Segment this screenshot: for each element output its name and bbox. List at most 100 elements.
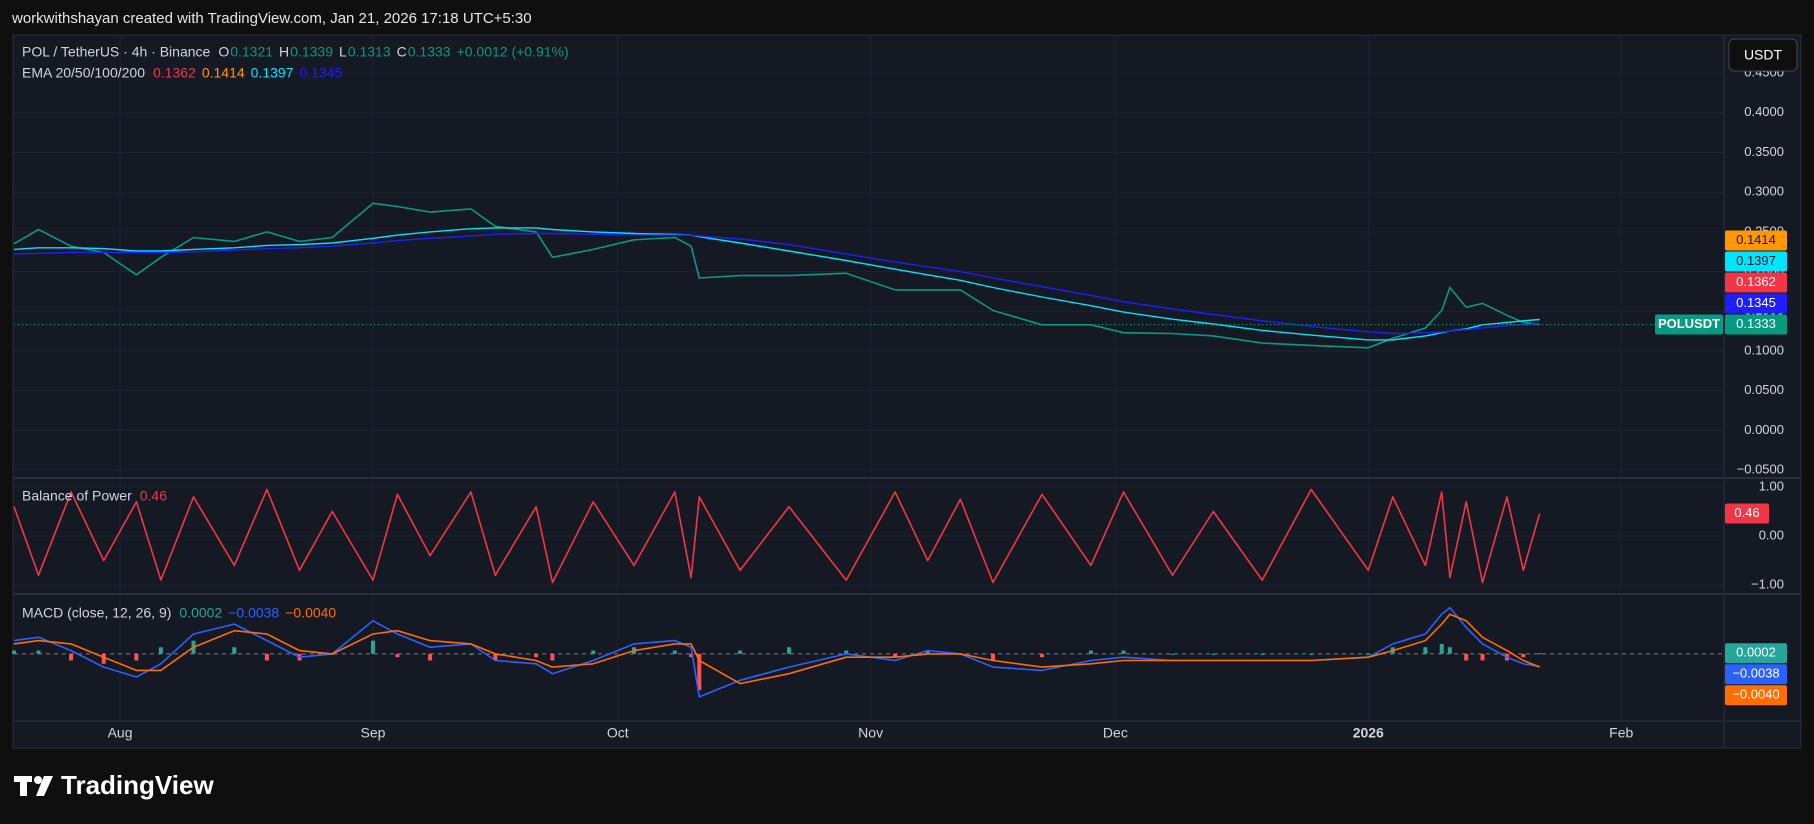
histogram-bar [689,653,694,658]
histogram-bar [1480,653,1485,661]
histogram-bar [468,653,473,655]
value-badge-label: 0.0002 [1736,645,1776,660]
histogram-bar [1039,653,1044,658]
histogram-bar [1121,650,1126,654]
pane-value: 0.0002 [179,605,222,621]
histogram-bar [844,650,849,654]
value-badge-label: 0.1397 [1736,253,1776,268]
histogram-bar [36,650,41,654]
x-tick-label: Aug [108,725,133,741]
value-badge [1725,293,1787,314]
ohlc-key: C [397,44,407,60]
histogram-bar [395,653,400,658]
histogram-bar [893,653,898,658]
pane-value: 0.46 [140,488,167,504]
currency-label[interactable]: USDT [1744,47,1783,63]
symbol-badge-label: POLUSDT [1658,316,1720,331]
histogram-bar [1423,647,1428,654]
value-badge-label: 0.1345 [1736,295,1776,310]
indicator-value: 0.1362 [153,65,196,81]
ohlc-key: H [279,44,289,60]
macd-line [13,613,1540,685]
symbol: POL / TetherUS · 4h · Binance [22,44,211,60]
pane-title: MACD (close, 12, 26, 9) [22,605,171,621]
macd-line [13,606,1540,698]
logo-shape [36,776,53,796]
value-badge [1725,664,1787,685]
value-badge-label: 0.1362 [1736,274,1776,289]
ohlc-key: O [218,44,229,60]
value-badge [1725,272,1787,293]
histogram-bar [1447,647,1452,654]
histogram-bar [158,647,163,654]
x-tick-label: Oct [607,725,629,741]
histogram-bar [232,647,237,654]
histogram-bar [1211,653,1216,655]
indicator-value: 0.1397 [251,65,294,81]
value-badge [1725,685,1787,706]
pane-title: Balance of Power [22,488,132,504]
histogram-bar [264,653,269,661]
change: +0.0012 (+0.91%) [457,44,569,60]
pane-value: −0.0040 [285,605,336,621]
y-tick-label: 0.3500 [1744,144,1784,159]
ohlc-value: 0.1333 [408,44,451,60]
price-line [13,488,1541,584]
currency-button-box[interactable] [1728,38,1798,72]
indicator-line [13,232,1540,335]
histogram-bar [1439,643,1444,654]
chart-frame [12,34,1802,749]
histogram-bar [534,653,539,658]
brand-logo [14,776,53,796]
histogram-bar [1170,653,1175,655]
histogram-bar [1366,653,1371,655]
x-tick-label: Dec [1103,725,1128,741]
histogram-bar [1088,650,1093,654]
currency-button[interactable]: USDT [1728,38,1798,72]
x-tick-label: 2026 [1353,725,1384,741]
histogram-bar [12,650,16,654]
indicator-value: 0.1414 [202,65,245,81]
value-badge [1725,251,1787,272]
symbol-badge [1655,314,1723,335]
y-tick-label: 0.3000 [1744,184,1784,199]
histogram-bar [697,653,702,691]
histogram-bar [493,653,498,661]
histogram-bar [101,653,106,664]
ohlc-value: 0.1321 [230,44,273,60]
histogram-bar [69,653,74,661]
value-badge-label: 0.1414 [1736,232,1776,247]
value-badge [1725,503,1769,524]
indicator-name: EMA 20/50/100/200 [22,65,145,81]
pane-value: −0.0038 [228,605,279,621]
y-tick-label: 1.00 [1759,479,1784,494]
ohlc-key: L [339,44,347,60]
value-badge [1725,314,1787,335]
value-badge-label: 0.46 [1734,505,1759,520]
ohlc-value: 0.1339 [290,44,333,60]
y-tick-label: 0.0000 [1744,422,1784,437]
histogram-bar [738,650,743,654]
histogram-bar [550,653,555,661]
histogram-bar [1464,653,1469,661]
histogram-bar [591,650,596,654]
histogram-bar [1260,653,1265,655]
x-tick-label: Feb [1609,725,1633,741]
y-tick-label: −1.00 [1751,576,1784,591]
indicator-value: 0.1345 [299,65,342,81]
histogram-bar [370,640,375,654]
y-tick-label: 0.4000 [1744,104,1784,119]
x-tick-label: Nov [858,725,883,741]
histogram-bar [787,647,792,654]
value-badge [1725,643,1787,664]
indicator-line [13,227,1540,341]
x-tick-label: Sep [361,725,386,741]
y-tick-label: 0.00 [1759,527,1784,542]
value-badge [1725,230,1787,251]
value-badge-label: 0.1333 [1736,316,1776,331]
y-tick-label: 0.1000 [1744,342,1784,357]
histogram-bar [925,650,930,654]
histogram-bar [1309,653,1314,655]
